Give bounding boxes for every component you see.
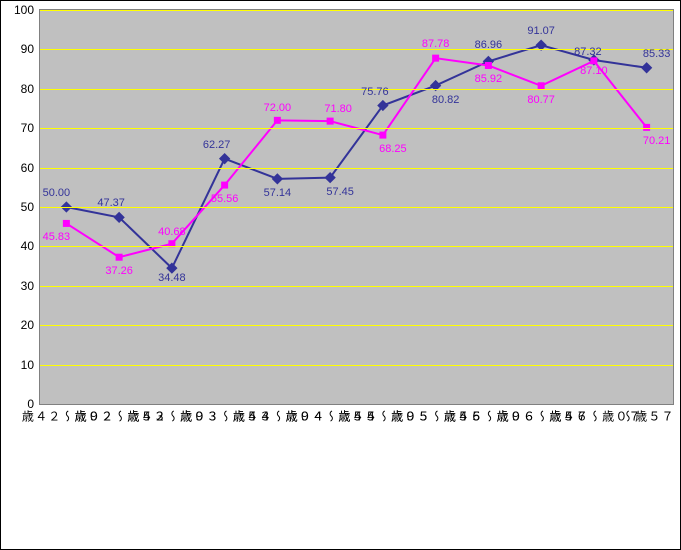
data-label-series-a: 47.37 [97, 197, 125, 209]
data-label-series-a: 57.14 [264, 187, 292, 199]
y-tick-label: 90 [21, 42, 40, 56]
data-label-series-a: 91.07 [527, 25, 555, 37]
marker-series-b [116, 254, 123, 261]
data-label-series-b: 85.92 [475, 73, 503, 85]
marker-series-b [327, 118, 334, 125]
gridline [40, 246, 673, 247]
gridline [40, 365, 673, 366]
gridline [40, 89, 673, 90]
data-label-series-a: 87.32 [574, 46, 602, 58]
gridline [40, 207, 673, 208]
y-tick-label: 30 [21, 279, 40, 293]
y-tick-label: 40 [21, 239, 40, 253]
marker-series-a [272, 173, 283, 184]
marker-series-a [641, 62, 652, 73]
marker-series-b [432, 55, 439, 62]
line-series-a [66, 45, 646, 268]
y-tick-label: 70 [21, 121, 40, 135]
marker-series-b [63, 220, 70, 227]
data-label-series-b: 55.56 [211, 193, 239, 205]
x-tick-label: ７５歳～ [620, 404, 673, 423]
data-label-series-a: 86.96 [475, 39, 503, 51]
y-tick-label: 100 [14, 3, 40, 17]
data-label-series-b: 68.25 [379, 143, 407, 155]
data-label-series-b: 37.26 [105, 265, 133, 277]
data-label-series-b: 70.21 [643, 135, 671, 147]
data-label-series-a: 34.48 [158, 272, 186, 284]
y-tick-label: 60 [21, 161, 40, 175]
data-label-series-a: 75.76 [361, 86, 389, 98]
y-tick-label: 80 [21, 82, 40, 96]
data-label-series-a: 62.27 [203, 139, 231, 151]
marker-series-b [379, 132, 386, 139]
marker-series-a [219, 153, 230, 164]
marker-series-b [590, 57, 597, 64]
gridline [40, 325, 673, 326]
y-tick-label: 50 [21, 200, 40, 214]
data-label-series-b: 87.78 [422, 38, 450, 50]
y-tick-label: 20 [21, 318, 40, 332]
data-label-series-b: 80.77 [527, 94, 555, 106]
data-label-series-b: 87.10 [580, 65, 608, 77]
plot-area: 0102030405060708090100２０歳～２４歳２５歳～２９歳３０歳～… [39, 9, 674, 405]
y-tick-label: 10 [21, 358, 40, 372]
chart-container: 0102030405060708090100２０歳～２４歳２５歳～２９歳３０歳～… [0, 0, 681, 550]
gridline [40, 286, 673, 287]
data-label-series-b: 40.68 [158, 226, 186, 238]
data-label-series-b: 45.83 [43, 231, 71, 243]
data-label-series-a: 85.33 [643, 48, 671, 60]
data-label-series-a: 57.45 [326, 186, 354, 198]
gridline [40, 128, 673, 129]
marker-series-b [221, 182, 228, 189]
data-label-series-a: 80.82 [432, 94, 460, 106]
gridline [40, 168, 673, 169]
data-label-series-b: 71.80 [324, 103, 352, 115]
data-label-series-a: 50.00 [43, 187, 71, 199]
marker-series-b [274, 117, 281, 124]
data-label-series-b: 72.00 [264, 102, 292, 114]
gridline [40, 10, 673, 11]
marker-series-b [485, 62, 492, 69]
